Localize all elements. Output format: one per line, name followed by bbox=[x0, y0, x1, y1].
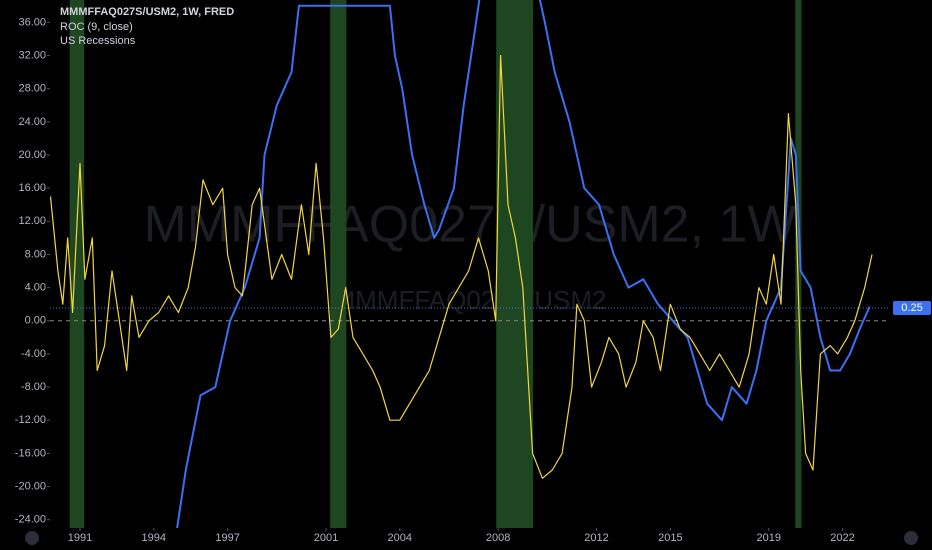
auto-scale-button[interactable] bbox=[904, 531, 918, 545]
x-tick-label: 1997 bbox=[215, 532, 239, 544]
legend-entry: US Recessions bbox=[60, 35, 136, 47]
x-tick-label: 2019 bbox=[756, 532, 780, 544]
series bbox=[50, 0, 873, 528]
x-tick-label: 2004 bbox=[388, 532, 412, 544]
watermark: MMMFFAQ027S/USM2, 1W bbox=[144, 196, 797, 254]
y-tick-label: 0.00 bbox=[25, 315, 46, 327]
y-tick-label: -4.00 bbox=[21, 348, 46, 360]
x-tick-label: 2001 bbox=[314, 532, 338, 544]
recession-band bbox=[795, 0, 802, 528]
recession-band bbox=[69, 0, 85, 528]
y-tick-label: 8.00 bbox=[25, 248, 46, 260]
y-tick-label: -20.00 bbox=[15, 480, 46, 492]
last-value-label: 0.25 bbox=[901, 302, 922, 314]
last-value-tag bbox=[893, 301, 931, 315]
y-tick-label: 4.00 bbox=[25, 282, 46, 294]
y-tick-label: -24.00 bbox=[15, 514, 46, 526]
y-tick-label: -16.00 bbox=[15, 447, 46, 459]
scale-button[interactable] bbox=[25, 531, 39, 545]
x-tick-label: 1994 bbox=[142, 532, 166, 544]
y-tick-label: 32.00 bbox=[18, 49, 46, 61]
legend-title: MMMFFAQ027S/USM2, 1W, FRED bbox=[60, 6, 234, 18]
x-tick-label: 1991 bbox=[68, 532, 92, 544]
y-tick-label: 24.00 bbox=[18, 116, 46, 128]
axes: 36.00 32.00 28.00 24.00 20.00 16.00 12.00 8.00 4… bbox=[15, 16, 890, 544]
x-tick-label: 2015 bbox=[658, 532, 682, 544]
y-tick-label: -12.00 bbox=[15, 414, 46, 426]
x-tick-label: 2012 bbox=[584, 532, 608, 544]
legend-entry: ROC (9, close) bbox=[60, 21, 133, 33]
watermark-small: MMMFFAQ027S/USM2 bbox=[333, 285, 606, 315]
y-tick-label: 28.00 bbox=[18, 83, 46, 95]
y-tick-label: 20.00 bbox=[18, 149, 46, 161]
y-tick-label: -8.00 bbox=[21, 381, 46, 393]
recession-band bbox=[330, 0, 347, 528]
y-tick-label: 36.00 bbox=[18, 16, 46, 28]
y-tick-label: 16.00 bbox=[18, 182, 46, 194]
series-line bbox=[176, 0, 871, 528]
y-tick-label: 12.00 bbox=[18, 215, 46, 227]
series-line bbox=[50, 54, 873, 479]
x-tick-label: 2008 bbox=[486, 532, 510, 544]
x-tick-label: 2022 bbox=[830, 532, 854, 544]
